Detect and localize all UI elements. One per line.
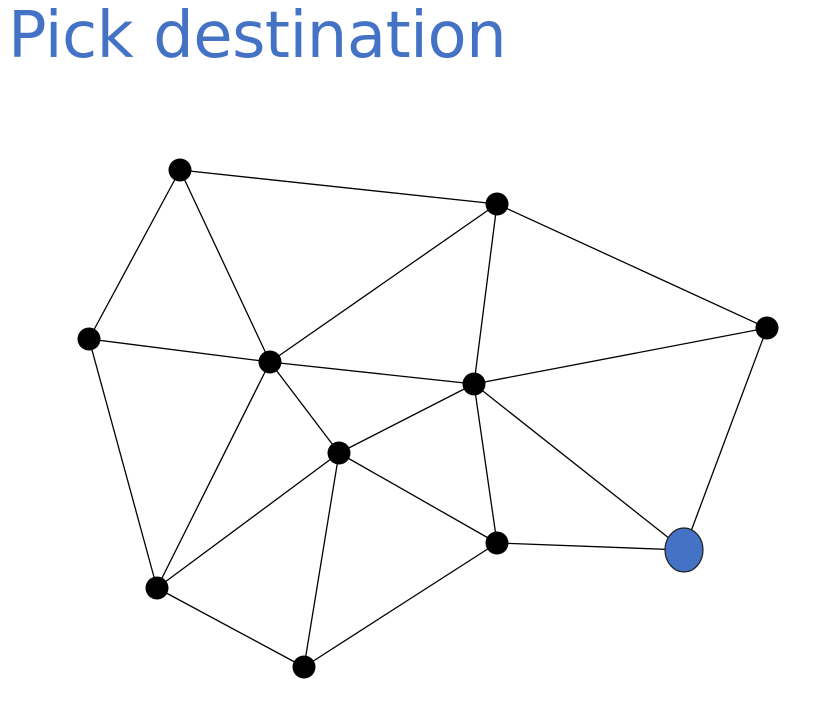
graph-edge-n1-n4: [179, 169, 271, 363]
graph-edge-n9-n12: [496, 542, 685, 551]
graph-node-n9[interactable]: [485, 531, 509, 555]
destination-node[interactable]: [664, 527, 704, 573]
graph-edge-n3-n4: [88, 338, 271, 363]
graph-edge-n7-n9: [338, 452, 498, 544]
graph-node-n1[interactable]: [168, 158, 192, 182]
graph-edge-n9-n10: [303, 542, 498, 668]
graph-edge-n7-n8: [156, 452, 340, 589]
graph-node-n3[interactable]: [77, 327, 101, 351]
graph-node-n4[interactable]: [258, 350, 282, 374]
graph-edge-n1-n2: [179, 169, 498, 205]
graph-edge-n6-n9: [473, 383, 498, 544]
graph-edge-n1-n3: [88, 169, 181, 340]
graph-edge-n4-n7: [269, 361, 340, 454]
graph-nodes: [77, 158, 779, 679]
graph-node-n7[interactable]: [327, 441, 351, 465]
graph-node-n5[interactable]: [755, 316, 779, 340]
graph-edge-n2-n4: [269, 203, 498, 363]
graph-node-n8[interactable]: [145, 576, 169, 600]
graph-edge-n4-n6: [269, 361, 475, 385]
graph-edge-n3-n8: [88, 338, 158, 589]
graph-node-n2[interactable]: [485, 192, 509, 216]
graph-edge-n5-n12: [683, 327, 768, 551]
graph-node-n6[interactable]: [462, 372, 486, 396]
graph-edge-n2-n5: [496, 203, 768, 329]
graph-edge-n7-n10: [303, 452, 340, 668]
graph-edge-n6-n7: [338, 383, 475, 454]
graph-edge-n4-n8: [156, 361, 271, 589]
graph-node-n10[interactable]: [292, 655, 316, 679]
slide-title: Pick destination: [8, 0, 507, 73]
graph-edge-n2-n6: [473, 203, 498, 385]
graph-edge-n6-n12: [473, 383, 685, 551]
graph-edge-n5-n6: [473, 327, 768, 385]
graph-edge-n8-n10: [156, 587, 305, 668]
graph-edges: [88, 169, 768, 668]
